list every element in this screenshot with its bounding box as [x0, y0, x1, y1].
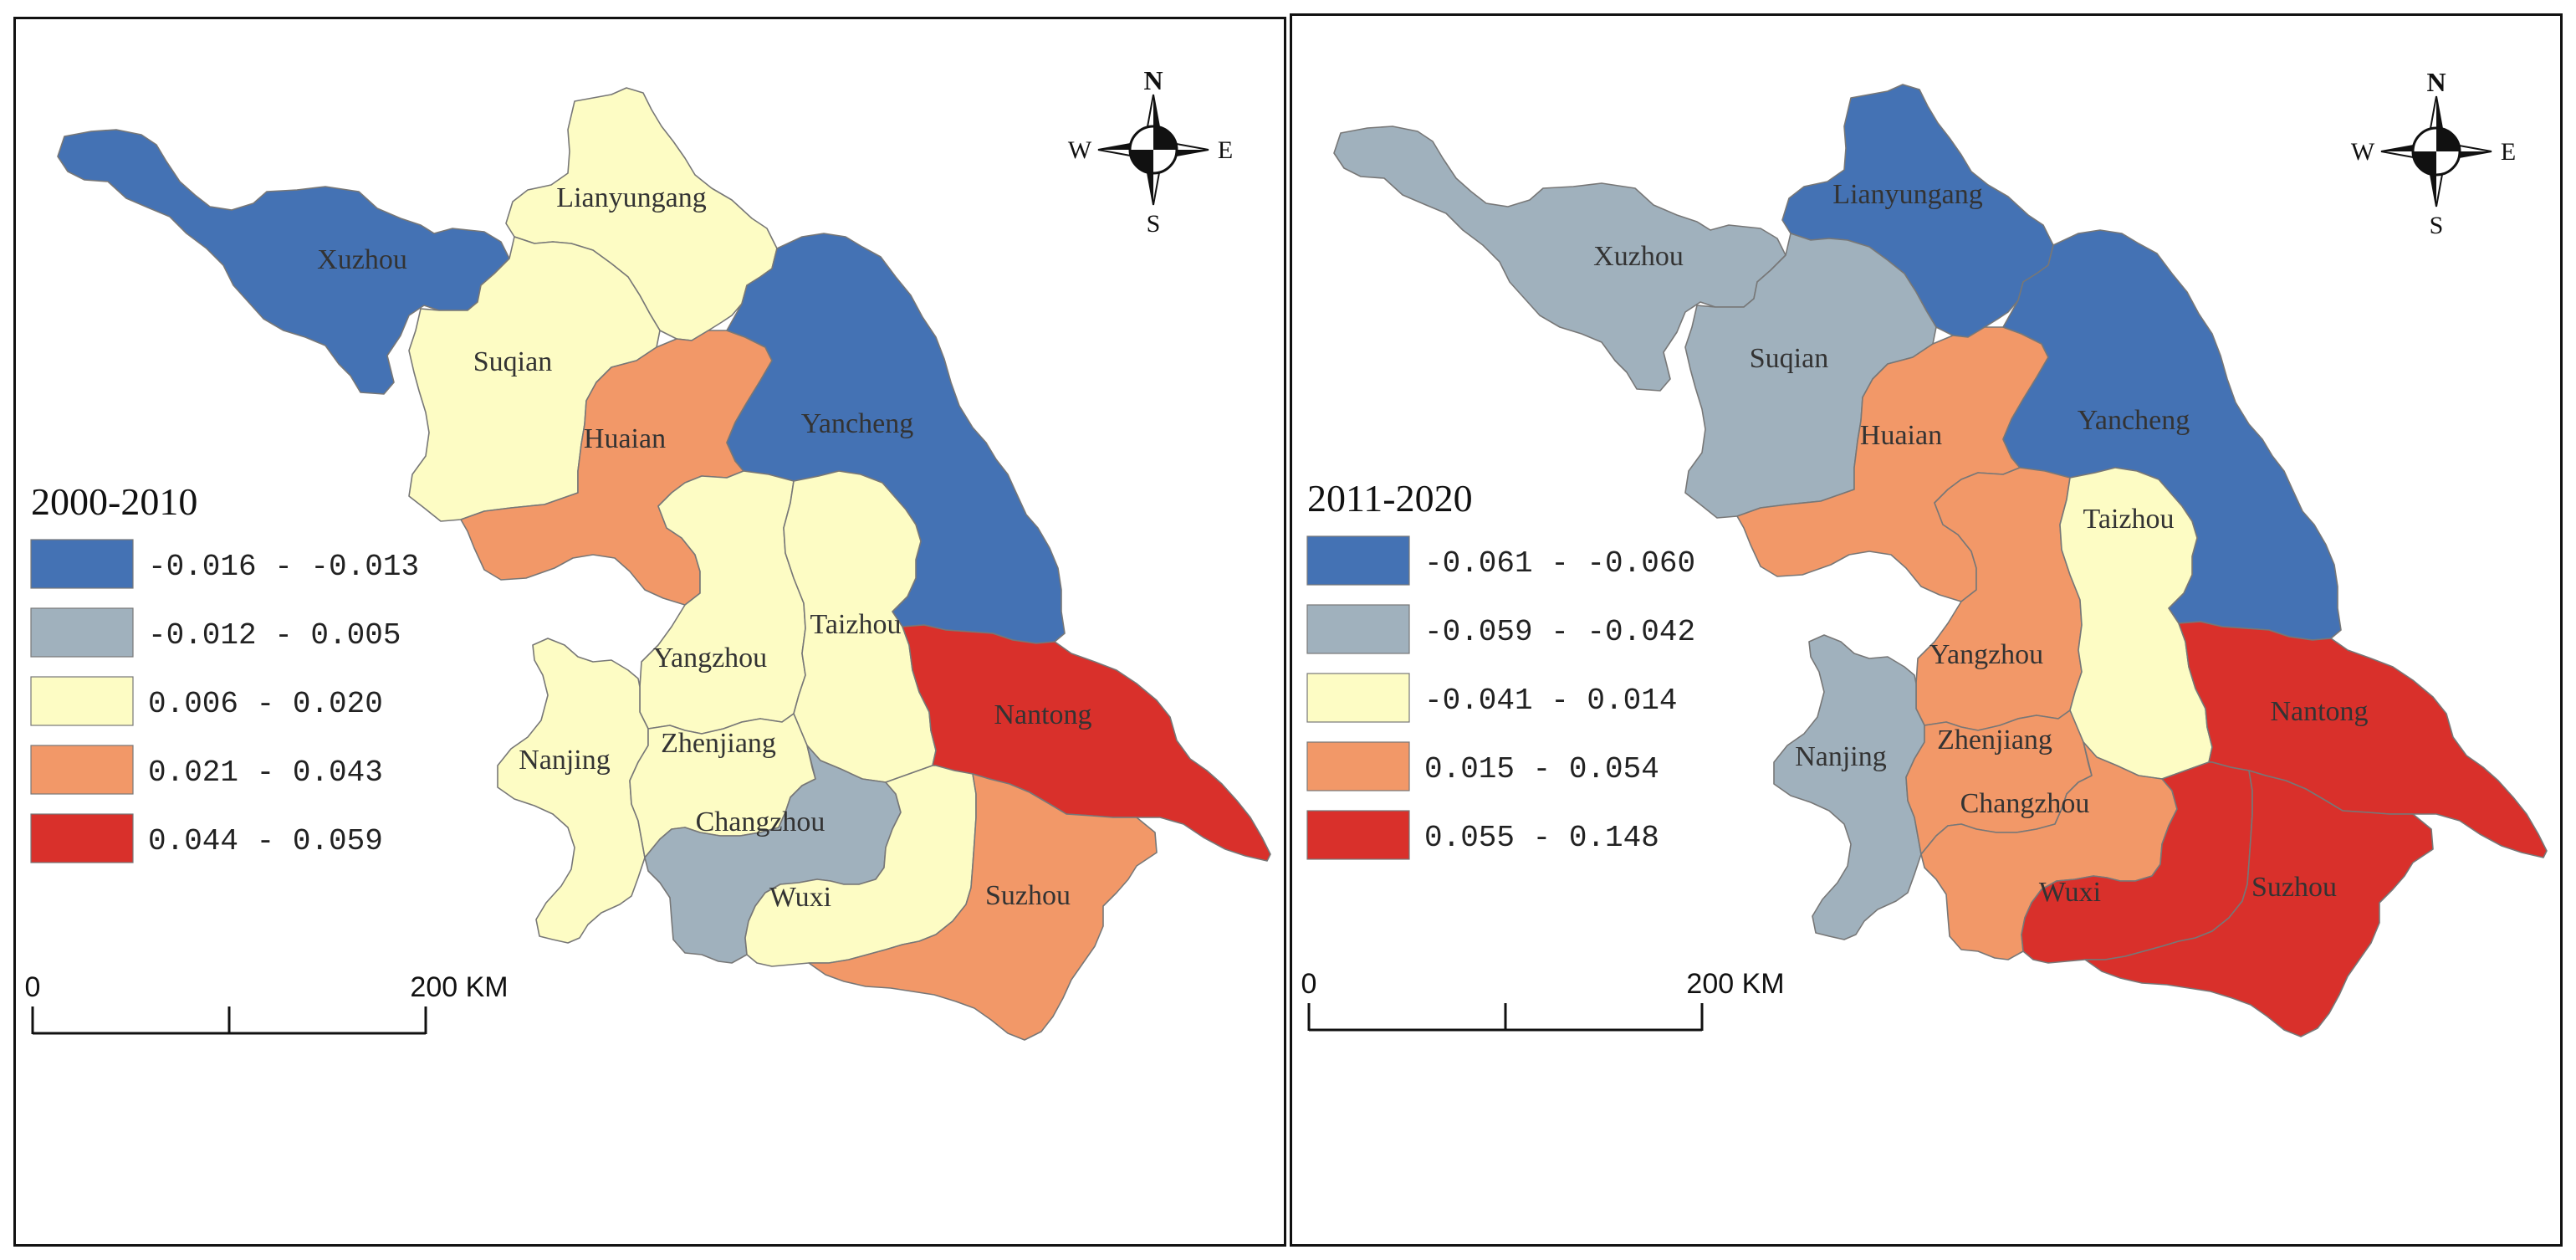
legend-label-3: -0.041 - 0.014	[1424, 684, 1677, 718]
region-label-zhenjiang: Zhenjiang	[661, 728, 776, 759]
region-label-yangzhou: Yangzhou	[653, 643, 767, 674]
legend-title: 2011-2020	[1307, 477, 1473, 520]
region-label-yancheng: Yancheng	[2078, 405, 2190, 436]
legend-label-4: 0.015 - 0.054	[1424, 752, 1659, 786]
region-label-suqian: Suqian	[1750, 343, 1828, 374]
legend-title: 2000-2010	[31, 480, 197, 523]
region-label-huaian: Huaian	[584, 423, 666, 454]
map-canvas-left: Xuzhou Lianyungang Suqian Huaian Yancheng Yan…	[25, 65, 1271, 1041]
compass-label-w: W	[1068, 136, 1092, 164]
compass-label-s: S	[1147, 210, 1161, 238]
legend: 2011-2020 -0.061 - -0.060 -0.059 - -0.042 -…	[1306, 477, 1695, 860]
region-label-changzhou: Changzhou	[696, 807, 825, 837]
region-label-wuxi: Wuxi	[769, 882, 831, 913]
region-nanjing	[1773, 634, 1925, 940]
region-label-xuzhou: Xuzhou	[1593, 241, 1684, 272]
compass-label-n: N	[2426, 67, 2446, 97]
region-label-nanjing: Nanjing	[1795, 741, 1887, 772]
map-panel-2011-2020: Xuzhou Lianyungang Suqian Huaian Yancheng Yan…	[1290, 13, 2563, 1247]
scale-label-zero: 0	[1301, 968, 1317, 1000]
legend-label-4: 0.021 - 0.043	[148, 755, 383, 790]
region-yangzhou	[639, 470, 806, 735]
compass-label-s: S	[2430, 212, 2444, 239]
legend-swatch-3	[30, 676, 134, 726]
north-arrow-icon: N S E W	[1068, 65, 1233, 238]
region-label-yangzhou: Yangzhou	[1929, 639, 2043, 670]
legend: 2000-2010 -0.016 - -0.013 -0.012 - 0.005 0.…	[30, 480, 419, 863]
region-yangzhou	[1915, 467, 2083, 731]
region-suzhou	[2084, 770, 2434, 1037]
map-regions: Xuzhou Lianyungang Suqian Huaian Yancheng Yan…	[1333, 84, 2548, 1037]
compass-label-e: E	[2501, 138, 2516, 166]
map-canvas-right: Xuzhou Lianyungang Suqian Huaian Yancheng Yan…	[1301, 67, 2548, 1037]
region-label-changzhou: Changzhou	[1960, 788, 2090, 819]
legend-label-5: 0.044 - 0.059	[148, 824, 383, 858]
scale-bar: 0 200 KM	[1301, 968, 1785, 1032]
scale-label-end: 200 KM	[1686, 968, 1784, 1000]
compass-label-w: W	[2351, 138, 2375, 166]
region-label-lianyungang: Lianyungang	[556, 182, 706, 213]
legend-label-2: -0.012 - 0.005	[148, 618, 401, 653]
region-label-suzhou: Suzhou	[2251, 872, 2337, 903]
compass-label-n: N	[1143, 65, 1163, 95]
legend-swatch-2	[1306, 604, 1410, 654]
legend-swatch-5	[30, 813, 134, 863]
legend-swatch-2	[30, 607, 134, 658]
region-label-suqian: Suqian	[473, 346, 552, 377]
region-nanjing	[497, 638, 649, 944]
region-label-zhenjiang: Zhenjiang	[1937, 725, 2052, 755]
scale-bar: 0 200 KM	[25, 971, 509, 1035]
map-regions: Xuzhou Lianyungang Suqian Huaian Yancheng Yan…	[57, 87, 1271, 1041]
legend-swatch-4	[30, 745, 134, 795]
region-label-lianyungang: Lianyungang	[1832, 179, 1982, 210]
region-label-nantong: Nantong	[2270, 696, 2368, 727]
region-label-taizhou: Taizhou	[2083, 504, 2174, 535]
legend-label-1: -0.016 - -0.013	[148, 550, 419, 584]
region-label-suzhou: Suzhou	[985, 880, 1071, 911]
legend-swatch-5	[1306, 810, 1410, 860]
region-label-nantong: Nantong	[994, 699, 1091, 730]
map-panel-2000-2010: Xuzhou Lianyungang Suqian Huaian Yancheng Yan…	[13, 17, 1286, 1247]
legend-swatch-1	[30, 539, 134, 589]
legend-label-5: 0.055 - 0.148	[1424, 821, 1659, 855]
region-label-nanjing: Nanjing	[519, 745, 611, 776]
region-suzhou	[808, 773, 1158, 1041]
north-arrow-icon: N S E W	[2351, 67, 2516, 239]
region-label-wuxi: Wuxi	[2039, 877, 2101, 908]
region-label-huaian: Huaian	[1860, 420, 1942, 451]
scale-label-zero: 0	[25, 971, 41, 1003]
scale-label-end: 200 KM	[410, 971, 508, 1003]
region-label-xuzhou: Xuzhou	[317, 244, 407, 275]
legend-swatch-1	[1306, 535, 1410, 586]
legend-label-2: -0.059 - -0.042	[1424, 615, 1695, 649]
compass-label-e: E	[1218, 136, 1233, 164]
region-label-taizhou: Taizhou	[810, 609, 901, 640]
legend-swatch-4	[1306, 741, 1410, 791]
region-label-yancheng: Yancheng	[801, 408, 913, 439]
legend-swatch-3	[1306, 673, 1410, 723]
legend-label-1: -0.061 - -0.060	[1424, 546, 1695, 581]
legend-label-3: 0.006 - 0.020	[148, 687, 383, 721]
